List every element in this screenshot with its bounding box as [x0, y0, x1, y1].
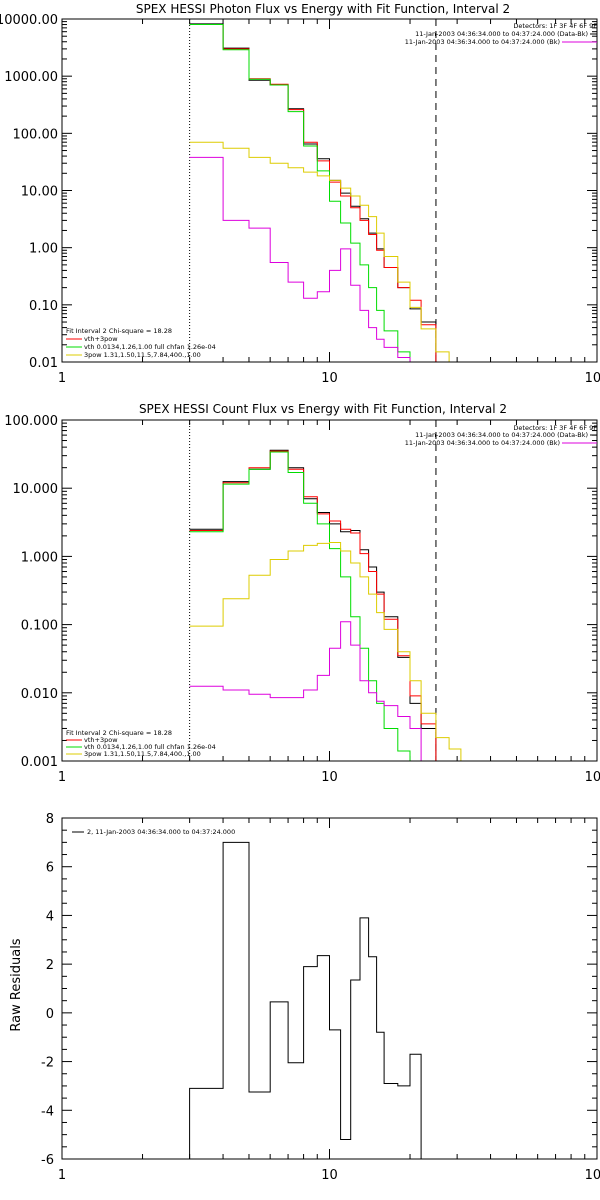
photon-flux-title: SPEX HESSI Photon Flux vs Energy with Fi… — [136, 2, 510, 16]
c2-y-tick-label: -6 — [41, 1153, 54, 1168]
c0-x-tick-label: 100 — [585, 371, 600, 386]
residuals-legend: 2, 11-Jan-2003 04:36:34.000 to 04:37:24.… — [87, 828, 235, 836]
legend-detectors: Detectors: 1F 3F 4F 6F 9F — [513, 22, 597, 30]
c2-y-tick-label: -2 — [41, 1056, 54, 1071]
legend-detectors-2: Detectors: 1F 3F 4F 6F 9F — [513, 424, 597, 432]
fit-chi-square: Fit Interval 2 Chi-square = 18.28 — [66, 327, 172, 335]
c1-plot-frame — [61, 419, 598, 762]
legend-vth-2: vth 0.0134,1.26,1.00 full chfan 1.26e-04 — [84, 743, 216, 751]
c1-y-tick-label: 1.000 — [21, 550, 58, 565]
c0-y-tick-label: 100.00 — [13, 127, 59, 142]
c1-y-tick-label: 0.100 — [21, 619, 58, 634]
c1-series-3pow — [189, 542, 462, 761]
c2-x-tick-label: 10 — [321, 1168, 338, 1183]
photon-flux-panel: SPEX HESSI Photon Flux vs Energy with Fi… — [0, 2, 600, 386]
c1-y-tick-label: 10.000 — [13, 482, 59, 497]
count-flux-panel: SPEX HESSI Count Flux vs Energy with Fit… — [4, 402, 600, 785]
legend-vth3pow: vth+3pow — [84, 335, 118, 343]
c0-plot-frame — [61, 18, 598, 363]
c1-x-tick-label: 100 — [585, 770, 600, 785]
c2-y-tick-label: 2 — [46, 958, 54, 973]
c2-y-tick-label: -4 — [41, 1104, 54, 1119]
legend-3pow: 3pow 1.31,1.50,11.5,7.84,400.,1.00 — [84, 351, 201, 359]
residuals-panel: 1 10 100 -6 -4 -2 0 2 4 6 8 Raw Residuals 2, 11-Ja… — [9, 812, 600, 1183]
c2-plot-frame — [61, 817, 598, 1160]
c2-y-tick-label: 6 — [46, 861, 54, 876]
c1-series-bk — [189, 621, 436, 761]
c0-y-tick-label: 10000.00 — [0, 13, 58, 28]
c2-x-tick-label: 1 — [58, 1168, 66, 1183]
c0-y-tick-label: 0.01 — [29, 356, 58, 371]
legend-bk-2: 11-Jan-2003 04:36:34.000 to 04:37:24.000… — [405, 439, 560, 447]
c0-y-tick-label: 1.00 — [29, 242, 58, 257]
c0-y-tick-label: 10.00 — [21, 185, 58, 200]
c0-y-tick-label: 1000.00 — [4, 70, 58, 85]
c1-y-tick-label: 0.010 — [21, 687, 58, 702]
legend-data-bk: 11-Jan-2003 04:36:34.000 to 04:37:24.000… — [415, 30, 588, 38]
legend-vth3pow-2: vth+3pow — [84, 736, 118, 744]
c0-series-vth — [189, 24, 411, 362]
residuals-ylabel: Raw Residuals — [9, 938, 24, 1031]
legend-vth: vth 0.0134,1.26,1.00 full chfan 1.26e-04 — [84, 343, 216, 351]
c1-y-tick-label: 0.001 — [21, 755, 58, 770]
legend-data-bk-2: 11-Jan-2003 04:36:34.000 to 04:37:24.000… — [415, 431, 588, 439]
c2-series-2-11-jan-2003-04-36-34-000-to-04-37-24-000 — [189, 841, 436, 1159]
c1-x-tick-label: 10 — [321, 770, 338, 785]
c2-y-tick-label: 0 — [46, 1007, 54, 1022]
c2-x-tick-label: 100 — [585, 1168, 600, 1183]
count-flux-title: SPEX HESSI Count Flux vs Energy with Fit… — [139, 402, 507, 416]
c0-series-3pow — [189, 141, 450, 362]
c2-y-tick-label: 4 — [46, 909, 54, 924]
c0-x-tick-label: 10 — [321, 371, 338, 386]
c2-y-tick-label: 8 — [46, 812, 54, 827]
c0-y-tick-label: 0.10 — [29, 299, 58, 314]
fit-chi-square-2: Fit Interval 2 Chi-square = 18.28 — [66, 729, 172, 737]
legend-3pow-2: 3pow 1.31,1.50,11.5,7.84,400.,1.00 — [84, 750, 201, 758]
c0-x-tick-label: 1 — [58, 371, 66, 386]
c1-x-tick-label: 1 — [58, 770, 66, 785]
c0-series-bk — [189, 156, 411, 362]
legend-bk: 11-Jan-2003 04:36:34.000 to 04:37:24.000… — [405, 38, 560, 46]
c1-y-tick-label: 100.000 — [4, 414, 58, 429]
